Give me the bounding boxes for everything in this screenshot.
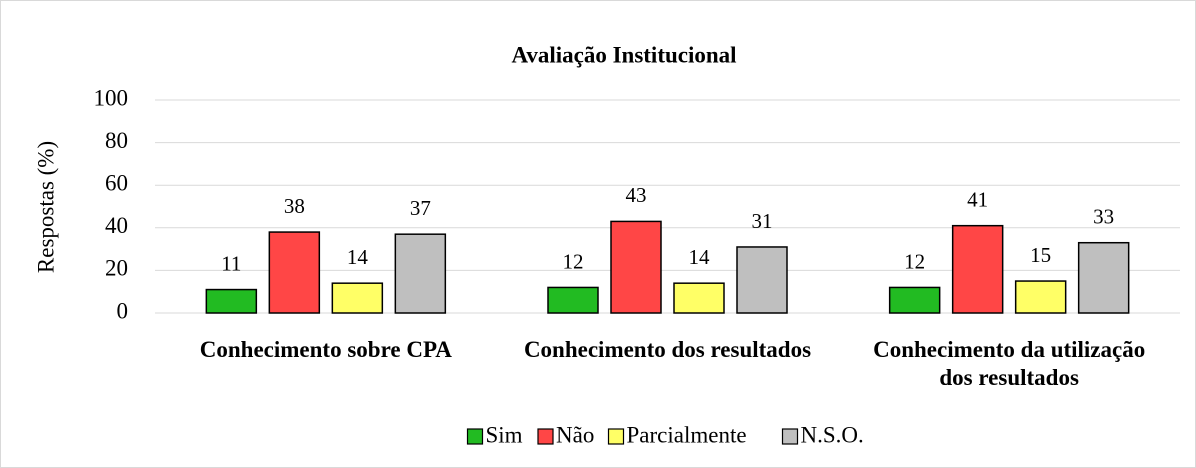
legend-label: Parcialmente xyxy=(627,422,747,447)
data-label: 33 xyxy=(1093,205,1114,229)
data-label: 43 xyxy=(626,183,647,207)
bar xyxy=(736,246,788,314)
legend-label: Sim xyxy=(486,422,523,447)
x-tick-label: Conhecimento sobre CPA xyxy=(199,337,452,362)
bar xyxy=(673,282,725,314)
data-label: 12 xyxy=(904,249,925,273)
y-tick-label: 60 xyxy=(105,170,128,195)
y-tick-label: 100 xyxy=(94,85,129,110)
data-label: 12 xyxy=(563,249,584,273)
legend-swatch xyxy=(537,428,554,445)
data-label: 41 xyxy=(967,187,988,211)
legend-label: Não xyxy=(556,422,594,447)
y-axis-label: Respostas (%) xyxy=(33,141,58,273)
bar xyxy=(268,231,321,314)
y-tick-label: 80 xyxy=(105,128,128,153)
legend-swatch xyxy=(781,428,799,445)
data-label: 31 xyxy=(752,209,773,233)
legend-swatch xyxy=(466,428,484,445)
bar xyxy=(394,233,447,314)
bar xyxy=(331,282,384,314)
bar xyxy=(888,286,941,314)
x-tick-label: Conhecimento da utilização dos resultado… xyxy=(873,337,1146,390)
chart-title: Avaliação Institucional xyxy=(511,42,736,67)
data-label: 37 xyxy=(410,196,431,220)
bar xyxy=(1014,280,1067,314)
data-label: 14 xyxy=(347,245,369,269)
bar xyxy=(205,288,258,314)
legend-label: N.S.O. xyxy=(801,422,864,447)
data-label: 15 xyxy=(1030,243,1051,267)
y-tick-label: 0 xyxy=(117,298,129,323)
y-tick-label: 20 xyxy=(105,256,128,281)
data-label: 38 xyxy=(284,194,305,218)
data-label: 14 xyxy=(689,245,711,269)
x-tick-label: Conhecimento dos resultados xyxy=(523,337,812,362)
bar xyxy=(951,224,1004,314)
y-tick-label: 40 xyxy=(105,213,128,238)
bar xyxy=(547,286,599,314)
data-label: 11 xyxy=(221,251,241,275)
bar xyxy=(610,220,662,314)
legend-swatch xyxy=(607,428,625,445)
bar xyxy=(1077,241,1130,314)
